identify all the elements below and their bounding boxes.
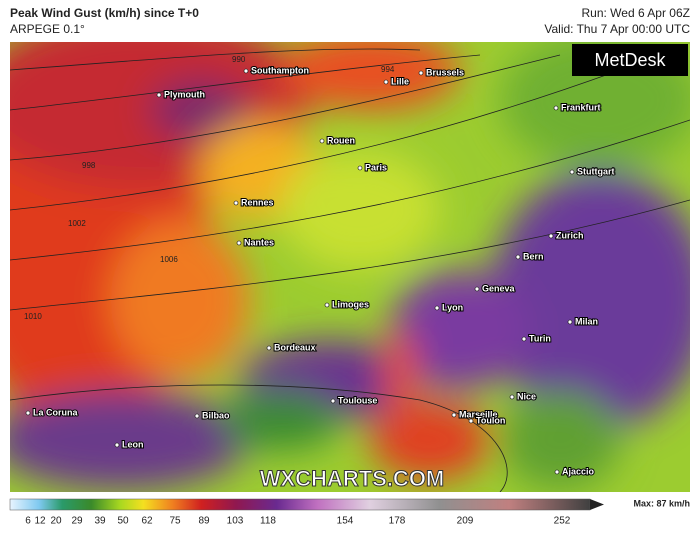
city-label: Paris (365, 162, 387, 172)
logo: MetDesk (594, 50, 666, 70)
city-dot (243, 68, 249, 74)
city-dot (114, 442, 120, 448)
colorbar-tick-label: 154 (337, 516, 354, 527)
colorbar-tick-label: 62 (141, 516, 153, 527)
city-dot (567, 319, 573, 325)
isobar-label: 994 (381, 65, 395, 74)
max-label: Max: 87 km/h (633, 498, 690, 508)
city-label: Nantes (244, 237, 274, 247)
city-label: Lyon (442, 302, 463, 312)
city-label: Toulon (476, 415, 505, 425)
city-dot (233, 200, 239, 206)
city-dot (357, 165, 363, 171)
city-label: Bern (523, 251, 544, 261)
colorbar-ticks: 6 12 20 29 39 50 62 75 89 103 118 154 178 209 252 (25, 516, 571, 527)
city-dot (474, 286, 480, 292)
city-label: Bilbao (202, 410, 230, 420)
city-dot (521, 336, 527, 342)
city-label: Zurich (556, 230, 584, 240)
isobar-label: 1010 (24, 312, 42, 321)
city-label: Leon (122, 439, 144, 449)
isobar-label: 990 (232, 55, 246, 64)
colorbar-tick-label: 209 (457, 516, 474, 527)
colorbar-tick-label: 103 (227, 516, 244, 527)
city-dot (25, 410, 31, 416)
map (10, 42, 690, 492)
city-dot (468, 418, 474, 424)
city-dot (515, 254, 521, 260)
isobar-label: 1002 (68, 219, 86, 228)
colorbar-tick-label: 252 (554, 516, 571, 527)
city-label: Ajaccio (562, 466, 595, 476)
colorbar (9, 498, 591, 511)
city-label: Turin (529, 333, 551, 343)
city-label: Rouen (327, 135, 355, 145)
city-label: Stuttgart (577, 166, 615, 176)
city-dot (509, 394, 515, 400)
city-dot (266, 345, 272, 351)
colorbar-tick-label: 39 (94, 516, 106, 527)
colorbar-tick-label: 118 (260, 516, 276, 527)
city-dot (451, 412, 457, 418)
logo-box (572, 44, 688, 76)
city-dot (319, 138, 325, 144)
isobar-label: 998 (82, 161, 96, 170)
city-label: Lille (391, 76, 409, 86)
city-dot (569, 169, 575, 175)
isobar-label: 1006 (160, 255, 178, 264)
city-label: Frankfurt (561, 102, 601, 112)
city-dot (418, 70, 424, 76)
city-dot (156, 92, 162, 98)
city-label: Milan (575, 316, 598, 326)
city-label: Rennes (241, 197, 274, 207)
colorbar-tick-label: 20 (50, 516, 62, 527)
city-dot (236, 240, 242, 246)
colorbar-arrow (590, 499, 604, 510)
city-dot (553, 105, 559, 111)
colorbar-tick-label: 12 (34, 516, 46, 527)
city-label: Toulouse (338, 395, 377, 405)
city-label: Marseille (459, 409, 498, 419)
city-dot (548, 233, 554, 239)
city-label: Southampton (251, 65, 309, 75)
city-dot (324, 302, 330, 308)
city-label: Plymouth (164, 89, 205, 99)
city-label: Geneva (482, 283, 516, 293)
cities: Southampton Plymouth Lille Brussels Frankfur… (25, 64, 616, 477)
colorbar-tick-label: 29 (71, 516, 83, 527)
colorbar-tick-label: 6 (25, 516, 31, 527)
city-dot (383, 79, 389, 85)
run: Run: Wed 6 Apr 06Z (581, 6, 690, 20)
colorbar-tick-label: 178 (389, 516, 406, 527)
city-dot (194, 413, 200, 419)
colorbar-tick-label: 50 (117, 516, 129, 527)
city-label: Bordeaux (274, 342, 316, 352)
city-label: La Coruna (33, 407, 78, 417)
city-label: Nice (517, 391, 536, 401)
watermark: WXCHARTS.COM (260, 466, 445, 491)
city-label: Limoges (332, 299, 369, 309)
valid: Valid: Thu 7 Apr 00:00 UTC (544, 22, 690, 36)
title: Peak Wind Gust (km/h) since T+0 (10, 6, 199, 20)
city-label: Brussels (426, 67, 464, 77)
city-dot (330, 398, 336, 404)
city-dot (434, 305, 440, 311)
colorbar-tick-label: 75 (169, 516, 181, 527)
city-dot (554, 469, 560, 475)
model: ARPEGE 0.1° (10, 22, 85, 36)
colorbar-tick-label: 89 (198, 516, 210, 527)
